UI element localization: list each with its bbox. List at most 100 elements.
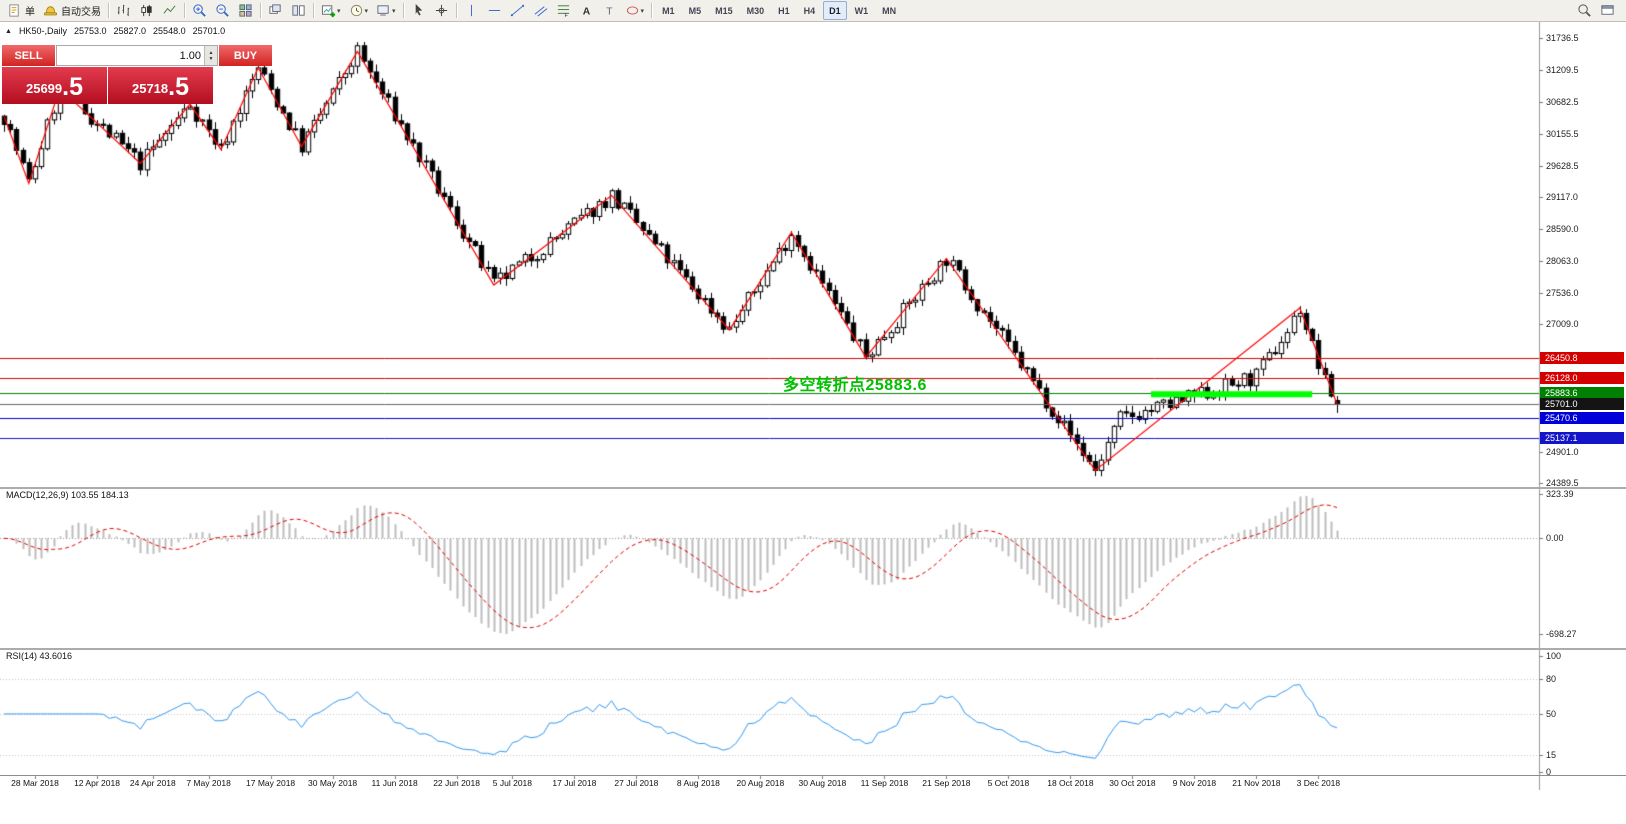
rsi-axis-label: 50 — [1546, 709, 1557, 719]
macd-axis-label: 323.39 — [1546, 488, 1574, 499]
autotrading-button[interactable]: 自动交易 — [40, 1, 104, 20]
date-axis-label: 5 Jul 2018 — [492, 778, 533, 788]
date-axis-label: 11 Jun 2018 — [371, 778, 418, 788]
date-axis-label: 21 Nov 2018 — [1232, 778, 1281, 788]
periodicity-button[interactable]: ▾ — [346, 1, 372, 20]
volume-spinner[interactable]: ▲ ▼ — [204, 46, 217, 65]
date-axis-label: 7 May 2018 — [186, 778, 231, 788]
date-axis-label: 30 Oct 2018 — [1109, 778, 1156, 788]
timeframe-mn-button[interactable]: MN — [882, 5, 897, 16]
buy-price[interactable]: 25718.5 — [108, 67, 213, 104]
new-chart-dropdown-icon[interactable]: ▾ — [337, 7, 341, 15]
rsi-label: RSI(14) 43.6016 — [6, 651, 73, 661]
equidistant-channel-button[interactable] — [530, 1, 551, 20]
fibonacci-retracement-button[interactable]: F — [553, 1, 574, 20]
chart-line-icon — [162, 3, 177, 18]
arrows-dropdown-icon[interactable]: ▾ — [640, 7, 645, 15]
buy-price-big: .5 — [168, 73, 189, 101]
price-axis-label: 29117.0 — [1546, 191, 1578, 202]
toolbar-separator — [313, 3, 314, 18]
date-axis-label: 18 Oct 2018 — [1047, 778, 1094, 788]
candlestick-chart-button[interactable] — [136, 1, 157, 20]
price-axis-label: 24389.5 — [1546, 478, 1579, 489]
timeframe-h1-button[interactable]: H1 — [778, 5, 790, 16]
price-axis-label: 31209.5 — [1546, 65, 1579, 76]
volume-input[interactable] — [57, 46, 204, 65]
crosshair-button[interactable] — [431, 1, 452, 20]
timeframe-d1-button[interactable]: D1 — [823, 1, 847, 20]
toolbar-separator — [455, 3, 457, 18]
toolbar-right — [1573, 1, 1619, 20]
price-axis[interactable]: 31736.5 31209.5 30682.5 30155.5 29628.5 29117… — [1540, 22, 1626, 790]
price-badge: 25701.0 — [1540, 397, 1624, 410]
sell-price-main: 25699 — [25, 81, 63, 96]
ohlc-low: 25548.0 — [153, 26, 186, 36]
one-click-expander-icon[interactable]: ▲ — [5, 27, 12, 35]
window-icon — [1600, 3, 1615, 18]
sell-price-big: .5 — [62, 73, 83, 101]
macd-axis-label: -698.27 — [1546, 628, 1577, 639]
toolbar-separator — [260, 3, 261, 18]
timeframe-m5-button[interactable]: M5 — [688, 5, 702, 16]
text-button[interactable]: A — [576, 1, 597, 20]
new-order-label: 单 — [25, 7, 35, 18]
timeframe-m15-button[interactable]: M15 — [715, 5, 733, 16]
buy-button[interactable]: BUY — [219, 45, 272, 66]
arrows-button[interactable]: ▾ — [622, 1, 648, 20]
trendline-button[interactable] — [507, 1, 528, 20]
timeframe-h4-button[interactable]: H4 — [803, 5, 816, 16]
chart-canvas[interactable] — [0, 22, 1626, 790]
one-click-trading-panel: SELL ▲ ▼ BUY 25699.5 25718.5 — [2, 45, 272, 104]
date-axis[interactable]: 28 Mar 2018 12 Apr 2018 24 Apr 2018 7 May 2… — [0, 777, 1540, 791]
line-chart-button[interactable] — [159, 1, 180, 20]
date-axis-separator — [0, 775, 1626, 776]
hline-icon — [487, 3, 502, 18]
zoom-in-button[interactable] — [189, 1, 210, 20]
sell-button[interactable]: SELL — [2, 45, 55, 66]
rsi-panel-separator[interactable] — [0, 648, 1626, 650]
tile-windows-button[interactable] — [235, 1, 256, 20]
arrange-windows-icon — [268, 3, 283, 18]
timeframe-m1-button[interactable]: M1 — [662, 5, 675, 16]
tile-vertically-button[interactable] — [288, 1, 309, 20]
macd-axis-label: 0.00 — [1546, 533, 1564, 544]
templates-dropdown-icon[interactable]: ▾ — [392, 7, 396, 15]
new-chart-button[interactable]: ▾ — [318, 1, 344, 20]
new-order-button[interactable]: 单 — [4, 1, 38, 20]
timeframe-m30-button[interactable]: M30 — [746, 5, 765, 16]
date-axis-label: 28 Mar 2018 — [11, 778, 59, 788]
buy-price-main: 25718 — [131, 81, 169, 96]
toolbar-separator — [402, 3, 404, 18]
spinner-up-icon[interactable]: ▲ — [208, 49, 214, 56]
toolbar-separator — [184, 3, 185, 18]
pivot-annotation[interactable]: 多空转折点25883.6 — [783, 377, 927, 394]
periodicity-dropdown-icon[interactable]: ▾ — [364, 7, 369, 15]
spinner-down-icon[interactable]: ▼ — [208, 55, 214, 62]
timeframe-w1-button[interactable]: W1 — [854, 5, 869, 16]
chart-header: ▲ HK50-,Daily 25753.0 25827.0 25548.0 25… — [5, 26, 225, 36]
cursor-button[interactable] — [408, 1, 429, 20]
ohlc-high: 25827.0 — [113, 26, 147, 36]
vertical-line-button[interactable] — [461, 1, 482, 20]
date-axis-label: 8 Aug 2018 — [676, 778, 720, 788]
horizontal-line-button[interactable] — [484, 1, 505, 20]
ohlc-close: 25701.0 — [192, 26, 226, 36]
sell-price[interactable]: 25699.5 — [2, 67, 107, 104]
text-a-icon: A — [579, 3, 594, 18]
volume-field: ▲ ▼ — [56, 45, 218, 66]
symbol-search-button[interactable] — [1574, 1, 1595, 20]
tile-windows-icon — [238, 3, 253, 18]
auto-arrange-button[interactable] — [265, 1, 286, 20]
popup-prices-button[interactable] — [1597, 1, 1618, 20]
svg-text:T: T — [606, 6, 613, 17]
tile-vertical-icon — [291, 3, 306, 18]
price-badge: 26450.8 — [1540, 352, 1624, 365]
date-axis-label: 9 Nov 2018 — [1172, 778, 1217, 788]
macd-panel-separator[interactable] — [0, 487, 1626, 489]
price-axis-label: 30682.5 — [1546, 97, 1579, 108]
price-badge: 25137.1 — [1540, 431, 1624, 444]
text-label-button[interactable]: T — [599, 1, 620, 20]
zoom-out-button[interactable] — [212, 1, 233, 20]
templates-button[interactable]: ▾ — [373, 1, 399, 20]
bar-chart-button[interactable] — [113, 1, 134, 20]
